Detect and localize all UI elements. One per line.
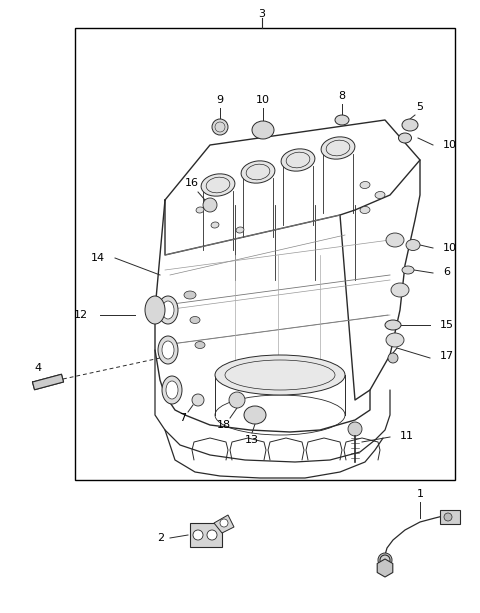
Ellipse shape [244, 406, 266, 424]
Text: 9: 9 [216, 95, 224, 105]
Text: 1: 1 [417, 489, 423, 499]
Text: 17: 17 [440, 351, 454, 361]
Ellipse shape [380, 555, 390, 565]
Ellipse shape [398, 133, 411, 143]
Text: 10: 10 [256, 95, 270, 105]
Circle shape [348, 422, 362, 436]
Ellipse shape [236, 227, 244, 233]
Ellipse shape [241, 161, 275, 183]
Ellipse shape [386, 233, 404, 247]
Circle shape [229, 392, 245, 408]
Ellipse shape [162, 376, 182, 404]
Text: 2: 2 [157, 533, 164, 543]
Ellipse shape [360, 181, 370, 189]
Circle shape [193, 530, 203, 540]
Ellipse shape [211, 222, 219, 228]
Text: 5: 5 [417, 102, 423, 112]
Text: 16: 16 [185, 178, 199, 188]
Circle shape [388, 353, 398, 363]
Ellipse shape [386, 333, 404, 347]
Text: 7: 7 [180, 413, 187, 423]
Ellipse shape [162, 301, 174, 319]
Ellipse shape [375, 191, 385, 199]
Circle shape [192, 394, 204, 406]
Polygon shape [214, 515, 234, 533]
Text: 10: 10 [443, 243, 457, 253]
Circle shape [212, 119, 228, 135]
Ellipse shape [402, 266, 414, 274]
Ellipse shape [166, 381, 178, 399]
Ellipse shape [360, 207, 370, 213]
Ellipse shape [281, 149, 315, 171]
Ellipse shape [391, 283, 409, 297]
Ellipse shape [321, 137, 355, 159]
Text: 10: 10 [443, 140, 457, 150]
Text: 11: 11 [400, 431, 414, 441]
Ellipse shape [145, 296, 165, 324]
Ellipse shape [215, 355, 345, 395]
Polygon shape [33, 375, 63, 390]
Bar [75, 28, 455, 480]
Ellipse shape [162, 341, 174, 359]
Ellipse shape [158, 336, 178, 364]
Ellipse shape [195, 341, 205, 349]
Text: 3: 3 [259, 9, 265, 19]
Ellipse shape [196, 207, 204, 213]
Ellipse shape [335, 115, 349, 125]
Ellipse shape [158, 296, 178, 324]
Ellipse shape [184, 291, 196, 299]
Circle shape [220, 519, 228, 527]
FancyBboxPatch shape [190, 523, 222, 547]
Text: 6: 6 [443, 267, 450, 277]
Circle shape [378, 553, 392, 567]
Text: 18: 18 [217, 420, 231, 430]
Text: 12: 12 [74, 310, 88, 320]
Ellipse shape [190, 316, 200, 324]
FancyBboxPatch shape [440, 510, 460, 524]
Ellipse shape [201, 174, 235, 196]
Circle shape [203, 198, 217, 212]
Text: 15: 15 [440, 320, 454, 330]
Circle shape [444, 513, 452, 521]
Text: 14: 14 [91, 253, 105, 263]
Text: 4: 4 [35, 363, 42, 373]
Ellipse shape [252, 121, 274, 139]
Ellipse shape [402, 119, 418, 131]
Ellipse shape [385, 320, 401, 330]
Text: 13: 13 [245, 435, 259, 445]
Ellipse shape [406, 240, 420, 251]
Circle shape [207, 530, 217, 540]
Text: 8: 8 [338, 91, 346, 101]
